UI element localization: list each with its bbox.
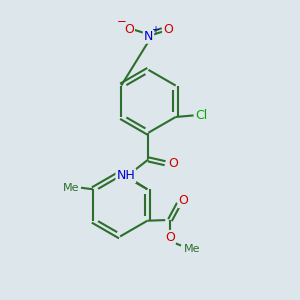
Text: Cl: Cl xyxy=(195,109,208,122)
Text: +: + xyxy=(151,25,159,35)
Text: Me: Me xyxy=(63,183,80,193)
Text: O: O xyxy=(178,194,188,207)
Text: NH: NH xyxy=(116,169,135,182)
Text: O: O xyxy=(168,157,178,170)
Text: −: − xyxy=(117,15,127,28)
Text: O: O xyxy=(163,23,173,36)
Text: O: O xyxy=(165,231,175,244)
Text: Me: Me xyxy=(184,244,200,254)
Text: O: O xyxy=(124,23,134,36)
Text: N: N xyxy=(144,30,153,43)
